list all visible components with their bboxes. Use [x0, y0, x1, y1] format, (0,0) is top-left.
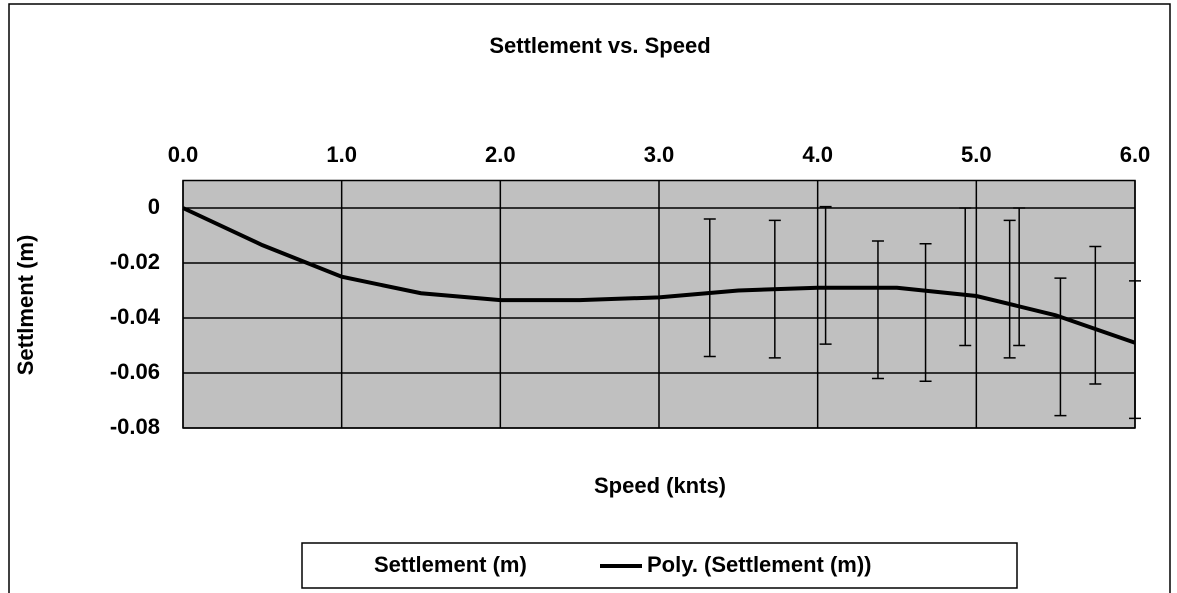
- legend-label: Settlement (m): [374, 552, 527, 577]
- y-tick-label: 0: [148, 194, 160, 219]
- error-bar: [1129, 280, 1141, 420]
- y-axis-label: Settlment (m): [13, 235, 38, 376]
- error-bar: [1013, 207, 1026, 347]
- x-tick-label: 1.0: [326, 142, 357, 167]
- error-bar: [959, 207, 972, 347]
- error-bar: [1054, 277, 1067, 417]
- error-bar: [871, 240, 884, 380]
- x-tick-label: 5.0: [961, 142, 992, 167]
- x-tick-label: 0.0: [168, 142, 199, 167]
- x-axis-label: Speed (knts): [594, 473, 726, 498]
- error-bar: [703, 218, 716, 358]
- error-bar: [819, 205, 832, 345]
- x-tick-label: 4.0: [802, 142, 833, 167]
- y-tick-label: -0.02: [110, 249, 160, 274]
- chart-title: Settlement vs. Speed: [489, 33, 710, 58]
- x-tick-label: 3.0: [644, 142, 675, 167]
- x-tick-label: 6.0: [1120, 142, 1151, 167]
- y-tick-label: -0.06: [110, 359, 160, 384]
- error-bar: [1089, 245, 1102, 385]
- x-tick-label: 2.0: [485, 142, 516, 167]
- y-tick-label: -0.08: [110, 414, 160, 439]
- trendline: [182, 206, 1136, 345]
- error-bar: [919, 243, 932, 382]
- legend-label: Poly. (Settlement (m)): [647, 552, 872, 577]
- legend: [301, 542, 1018, 589]
- y-tick-label: -0.04: [110, 304, 161, 329]
- error-bar: [1003, 219, 1016, 359]
